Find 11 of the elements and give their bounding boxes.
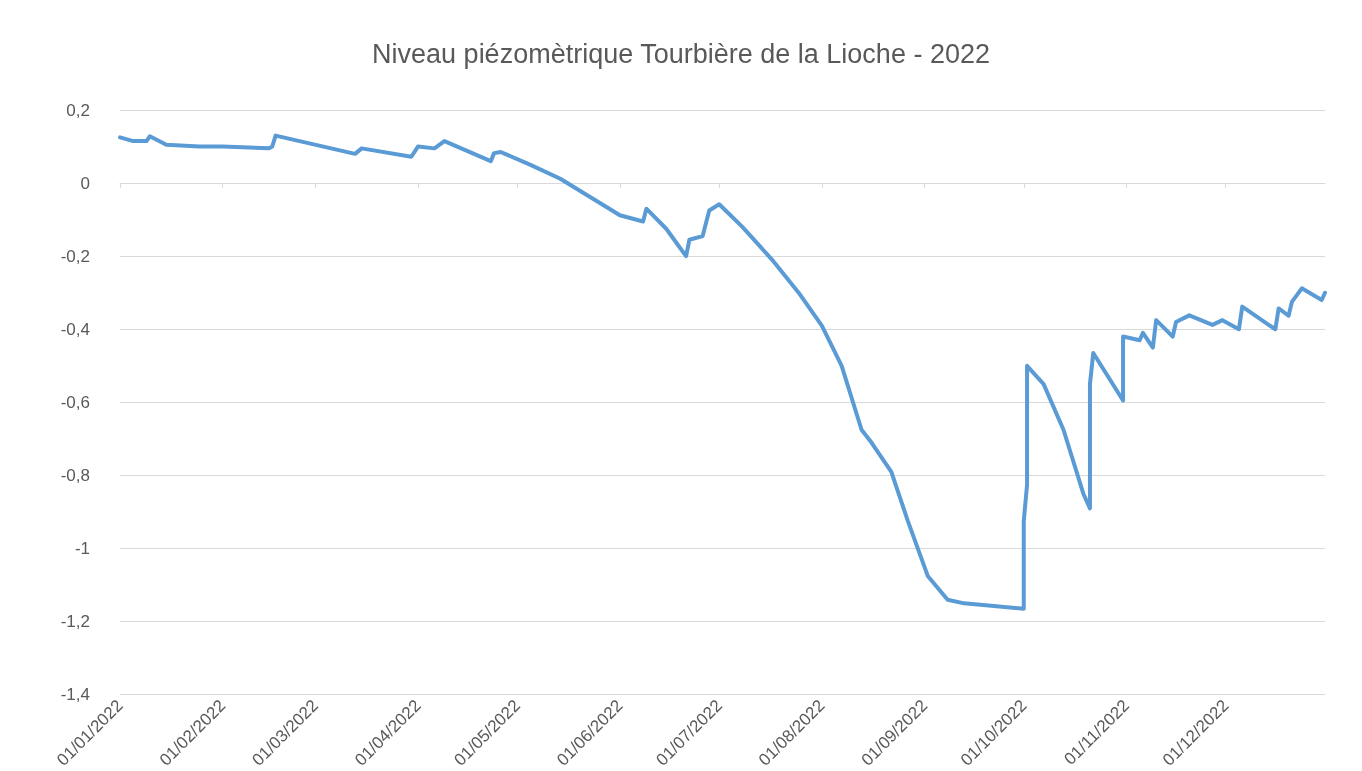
chart-title: Niveau piézomètrique Tourbière de la Lioche - 2022 [372,38,990,69]
y-tick-label: -0,4 [60,319,90,339]
y-tick-label: -1,4 [60,685,90,705]
y-tick-label: 0,2 [66,100,90,120]
y-tick-label: 0 [80,173,90,193]
y-tick-label: -0,2 [60,246,90,266]
y-tick-label: -0,6 [60,392,90,412]
y-tick-label: -0,8 [60,465,90,485]
line-series [118,133,1327,611]
y-tick-label: -1,2 [60,612,90,632]
y-tick-label: -1 [74,539,90,559]
